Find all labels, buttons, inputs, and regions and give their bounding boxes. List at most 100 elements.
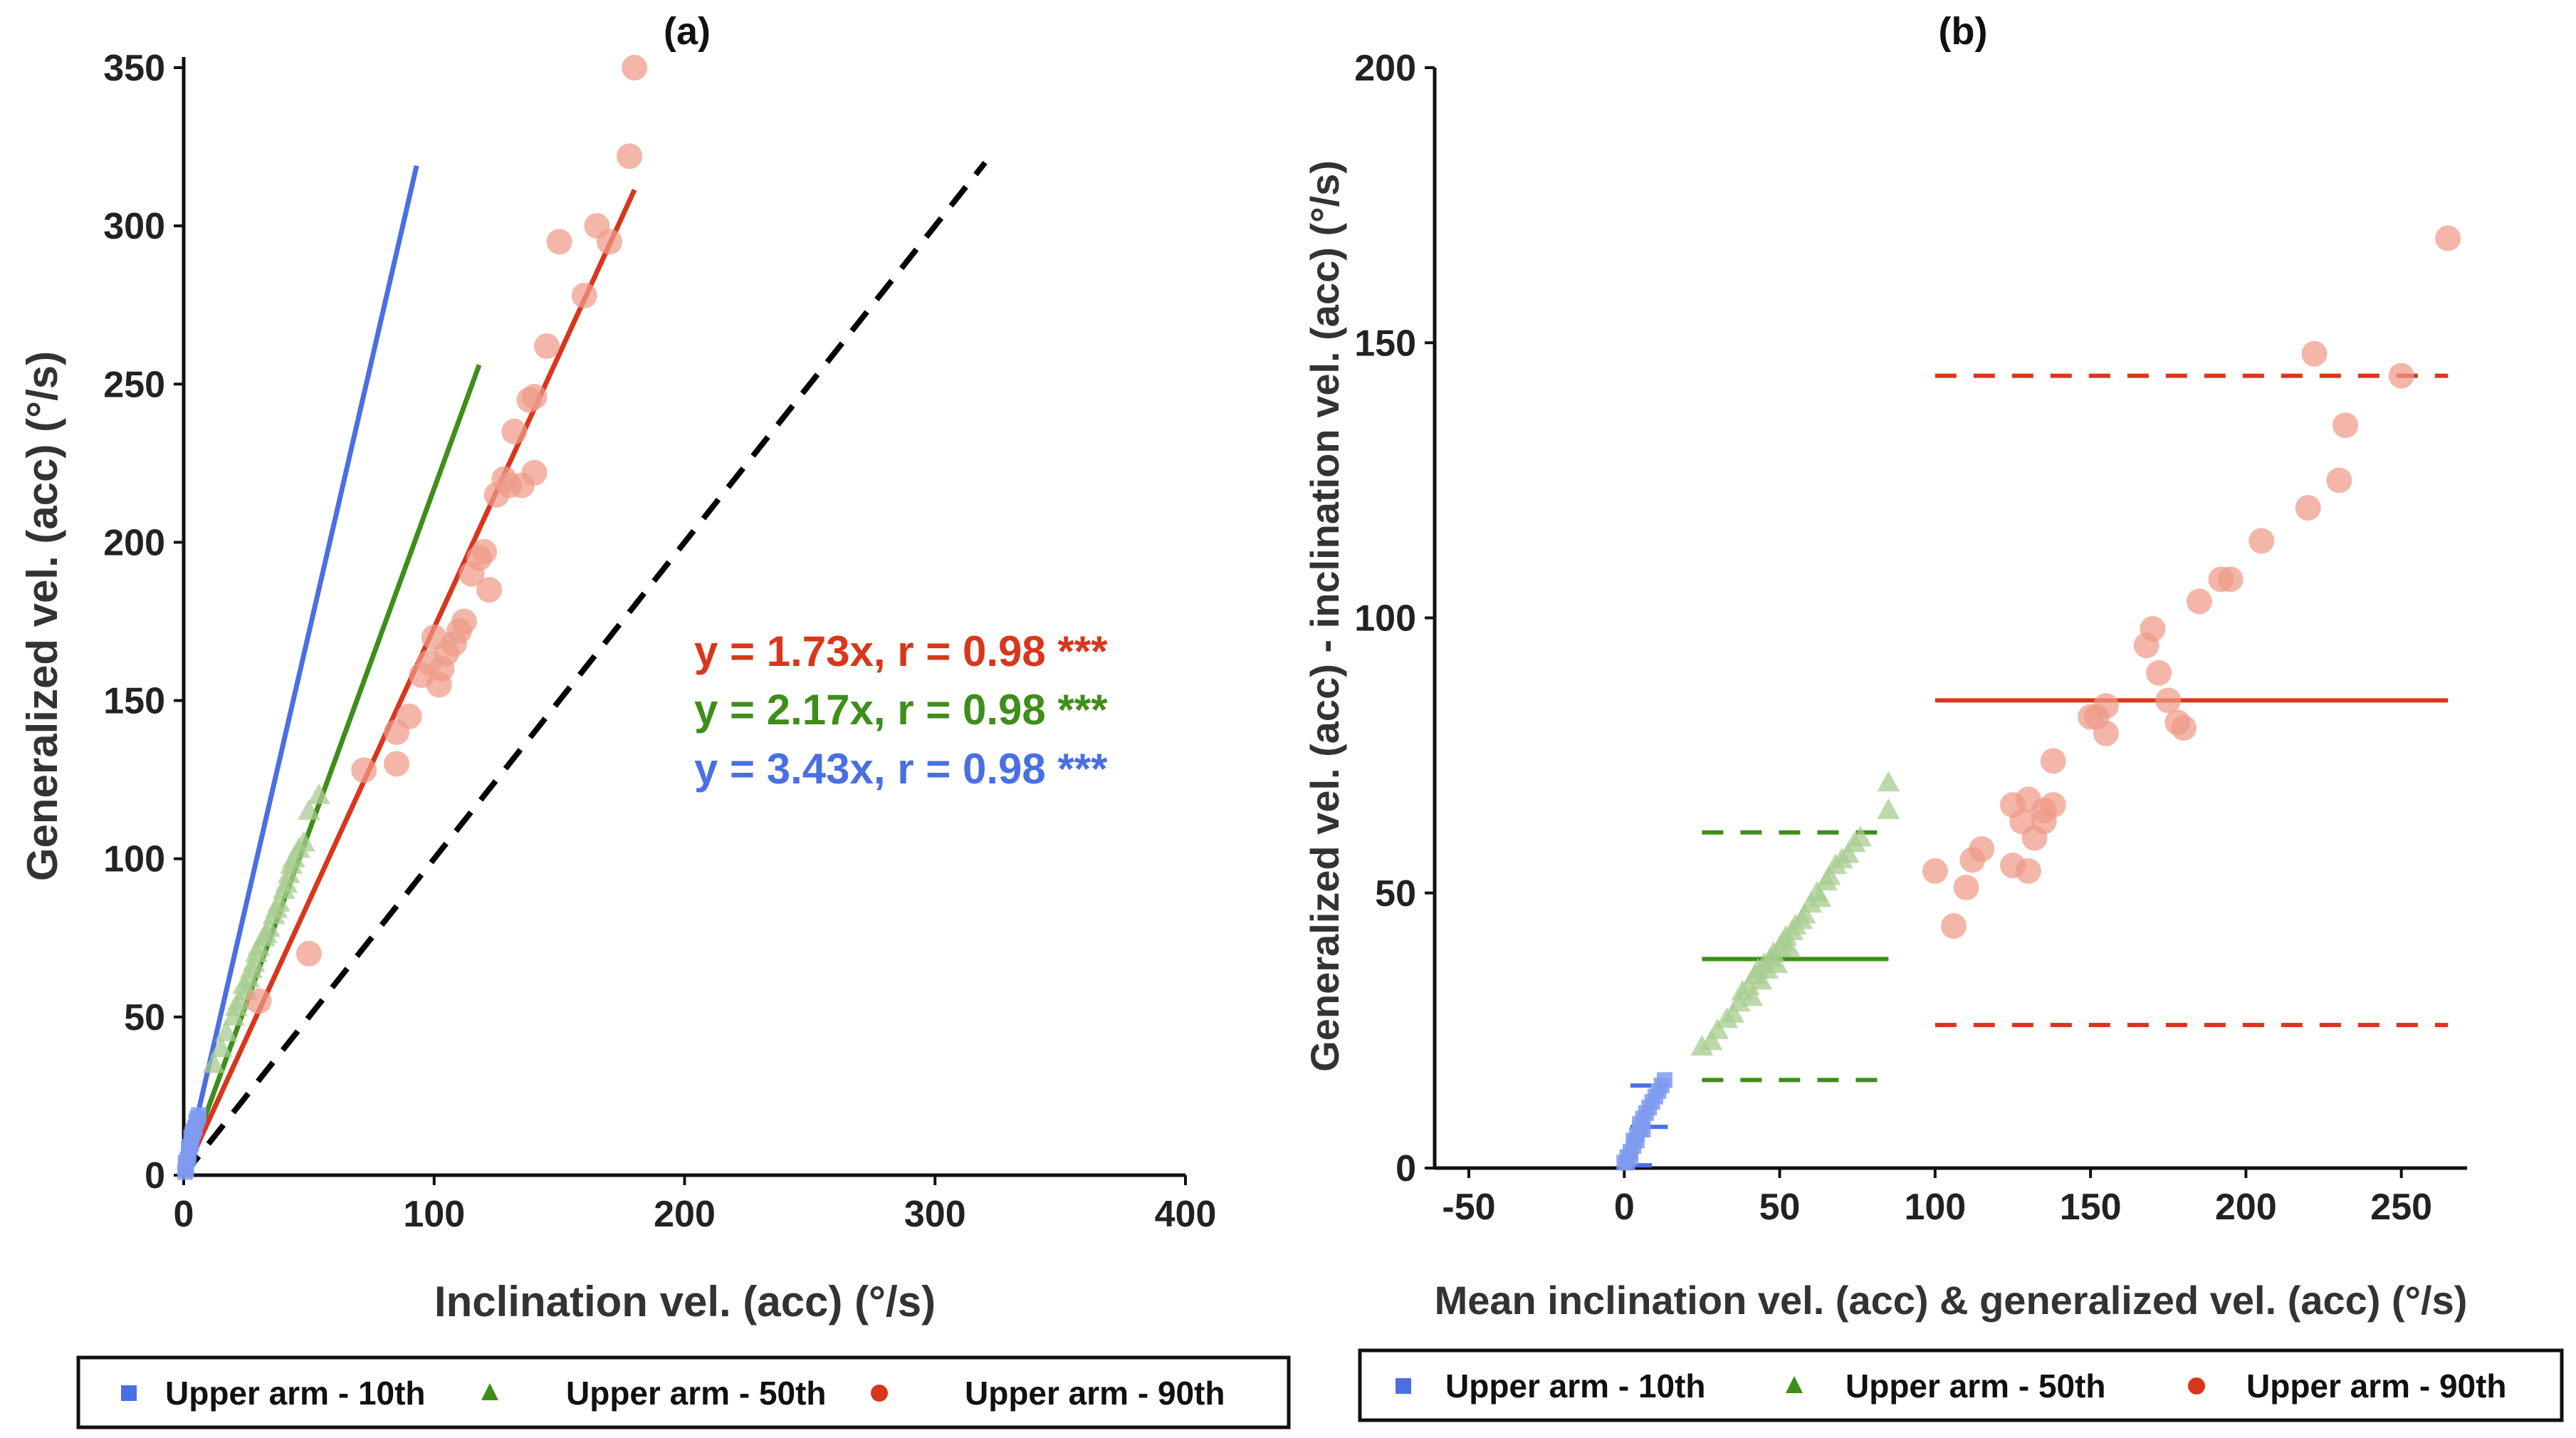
panel-b-x-label: Mean inclination vel. (acc) & generalize… [1435,1278,2468,1323]
panel-a-point-upper-arm-10th [191,1107,207,1123]
panel-b-point-upper-arm-90th [2155,687,2182,714]
panel-b-point-upper-arm-50th [1777,936,1801,957]
panel-b-point-upper-arm-90th [2332,412,2359,439]
panel-b-point-upper-arm-90th [1969,835,1995,862]
panel-a-x-label: Inclination vel. (acc) (°/s) [434,1278,936,1325]
panel-a-point-upper-arm-90th [471,538,498,565]
panel-a-point-upper-arm-50th [224,995,248,1016]
panel-a-point-upper-arm-90th [521,384,548,410]
panel-b-point-upper-arm-10th [1635,1121,1651,1137]
legend-a-square-icon [121,1385,137,1401]
panel-a-point-upper-arm-90th [521,459,548,486]
panel-a-point-upper-arm-90th [617,143,643,170]
panel-b-point-upper-arm-50th [1740,985,1764,1006]
panel-a-y-tick-label: 50 [124,997,165,1038]
panel-b-agreement-lines [1630,373,2449,1168]
panel-b-point-upper-arm-50th [1808,886,1832,907]
panel-b-point-upper-arm-50th [1690,1035,1714,1056]
panel-b-point-upper-arm-50th [1818,864,1841,885]
panel-b-x-tick-label: 0 [1614,1187,1635,1228]
legend-b: Upper arm - 10th Upper arm - 50th Upper … [1358,1348,2564,1422]
legend-b-box [1358,1348,2564,1422]
panel-b-point-upper-arm-50th [1700,1029,1723,1051]
panel-b-point-upper-arm-50th [1799,892,1823,913]
panel-b-point-upper-arm-50th [1790,908,1813,929]
panel-a-ticks: 0 100 200 300 400 0 50 100 150 200 250 300 350 [103,48,1216,1235]
panel-b-point-upper-arm-90th [2015,858,2041,884]
panel-b-point-upper-arm-50th [1749,969,1773,990]
panel-a-point-upper-arm-50th [307,783,330,804]
panel-a-point-upper-arm-50th [292,830,315,852]
panel-b-point-upper-arm-90th [2040,792,2066,818]
panel-b-point-upper-arm-90th [2186,588,2212,615]
panel-a-y-tick-label: 350 [103,48,165,89]
panel-a-point-upper-arm-90th [546,229,572,255]
panel-b-point-upper-arm-90th [2140,615,2166,642]
panel-b-point-upper-arm-90th [2171,715,2197,741]
panel-a-point-upper-arm-50th [280,853,303,874]
panel-a-point-upper-arm-90th [396,703,422,729]
panel-b-x-tick-label: 150 [2060,1187,2122,1228]
panel-b-y-tick-label: 200 [1354,48,1416,89]
panel-a-point-upper-arm-50th [275,872,298,893]
panel-a-point-upper-arm-10th [177,1155,194,1171]
panel-b-x-tick-label: 250 [2370,1187,2432,1228]
panel-a-point-upper-arm-90th [534,333,560,359]
panel-a-point-upper-arm-90th [622,55,648,80]
panel-a-point-upper-arm-50th [297,799,320,820]
panel-a-x-tick-label: 400 [1155,1194,1217,1235]
panel-b-point-upper-arm-90th [2146,660,2172,686]
panel-b: (b) -50 0 50 100 150 200 250 0 50 100 150 200 Mean … [1302,10,2467,1323]
annotation-10th: y = 3.43x, r = 0.98 *** [694,745,1108,793]
panel-a-point-upper-arm-10th [182,1139,198,1155]
panel-a-x-tick-label: 200 [654,1194,716,1235]
legend-a: Upper arm - 10th Upper arm - 50th Upper … [76,1355,1291,1429]
panel-a-point-upper-arm-90th [246,988,272,1014]
panel-b-point-upper-arm-50th [1706,1018,1729,1039]
panel-a-point-upper-arm-50th [239,957,263,979]
panel-a-point-upper-arm-90th [596,229,622,255]
panel-b-point-upper-arm-90th [2040,748,2066,774]
panel-a-y-tick-label: 250 [103,364,165,405]
legend-b-label-10th: Upper arm - 10th [1445,1367,1706,1405]
panel-b-point-upper-arm-90th [2326,467,2352,494]
panel-b-x-tick-label: -50 [1442,1187,1495,1228]
panel-b-point-upper-arm-90th [2248,528,2275,554]
annotation-50th: y = 2.17x, r = 0.98 *** [694,686,1108,734]
identity-line [181,160,988,1177]
panel-a-point-upper-arm-90th [501,418,528,444]
fit-line-upper-arm-90th [181,189,637,1177]
legend-b-triangle-icon [1786,1376,1803,1393]
panel-b-y-tick-label: 150 [1354,323,1416,364]
panel-b-x-tick-label: 100 [1904,1187,1966,1228]
panel-a-y-tick-label: 300 [103,206,165,247]
panel-b-point-upper-arm-90th [2295,495,2321,521]
panel-a-x-tick-label: 0 [174,1194,194,1235]
panel-a-point-upper-arm-90th [295,941,322,967]
panel-b-point-upper-arm-50th [1765,952,1789,974]
panel-b-point-upper-arm-10th [1657,1072,1673,1088]
panel-a-title: (a) [664,10,711,53]
panel-a-point-upper-arm-90th [351,757,377,783]
panel-a-y-tick-label: 0 [145,1155,165,1197]
panel-a-point-upper-arm-50th [214,1021,238,1042]
legend-a-triangle-icon [481,1383,498,1400]
panel-b-point-upper-arm-50th [1877,798,1900,819]
panel-a-point-upper-arm-50th [265,897,288,918]
fit-line-upper-arm-10th [181,165,419,1176]
panel-b-point-upper-arm-50th [1737,974,1760,996]
panel-b-point-upper-arm-90th [2301,340,2328,367]
legend-b-square-icon [1396,1378,1411,1394]
panel-b-point-upper-arm-50th [1722,1001,1745,1023]
panel-b-y-label: Generalized vel. (acc) - inclination vel… [1302,160,1347,1072]
legend-b-label-90th: Upper arm - 90th [2246,1367,2507,1405]
panel-a: (a) 0 100 200 300 400 0 50 100 150 200 250 300 350 I… [19,10,1216,1325]
legend-a-circle-icon [871,1385,888,1402]
legend-a-box [76,1355,1291,1429]
panel-a-point-upper-arm-50th [245,942,268,962]
panel-b-x-tick-label: 200 [2215,1187,2277,1228]
panel-a-points [177,55,648,1180]
panel-b-point-upper-arm-50th [1836,842,1860,863]
panel-b-y-tick-label: 0 [1396,1148,1416,1189]
